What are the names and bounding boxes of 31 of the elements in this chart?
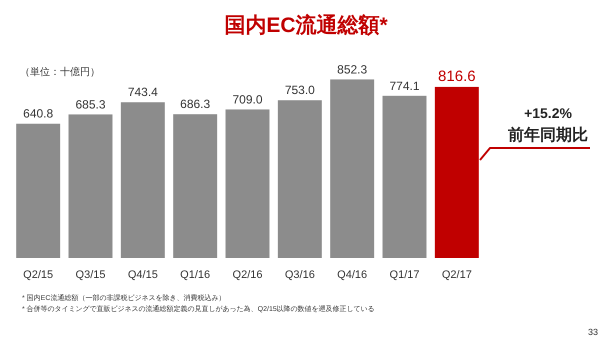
data-label: 753.0 bbox=[284, 83, 316, 98]
data-label: 685.3 bbox=[75, 97, 106, 112]
data-label: 709.0 bbox=[232, 92, 263, 106]
bar bbox=[16, 124, 60, 258]
x-tick-label: Q1/16 bbox=[180, 269, 210, 281]
text: （単位：十億円） bbox=[20, 66, 100, 78]
bar bbox=[434, 86, 479, 258]
data-label: 774.1 bbox=[389, 78, 420, 93]
x-tick-label: Q2/15 bbox=[23, 269, 54, 281]
x-tick-label: Q2/17 bbox=[442, 269, 472, 281]
x-tick-label: Q1/17 bbox=[390, 269, 420, 281]
data-label: 640.8 bbox=[23, 106, 54, 121]
bar bbox=[330, 79, 374, 258]
text: +15.2% 前年同期比 bbox=[507, 105, 588, 144]
data-label: 686.3 bbox=[180, 97, 211, 112]
bar bbox=[68, 114, 112, 258]
x-tick-label: Q4/15 bbox=[128, 269, 158, 281]
x-tick-label: Q3/16 bbox=[284, 269, 315, 281]
bar bbox=[173, 114, 218, 258]
bar bbox=[120, 102, 165, 258]
bar bbox=[382, 96, 426, 258]
data-label: 816.6 bbox=[438, 68, 476, 85]
x-tick-label: Q3/15 bbox=[76, 269, 106, 281]
data-label: 852.3 bbox=[337, 62, 368, 76]
data-label: 743.4 bbox=[128, 85, 158, 100]
text: 33 bbox=[588, 327, 598, 337]
bar bbox=[278, 100, 322, 258]
x-tick-label: Q2/16 bbox=[232, 269, 262, 281]
bar bbox=[226, 109, 270, 258]
chart-title: 国内EC流通総額* bbox=[224, 13, 388, 37]
x-tick-label: Q4/16 bbox=[337, 269, 368, 281]
